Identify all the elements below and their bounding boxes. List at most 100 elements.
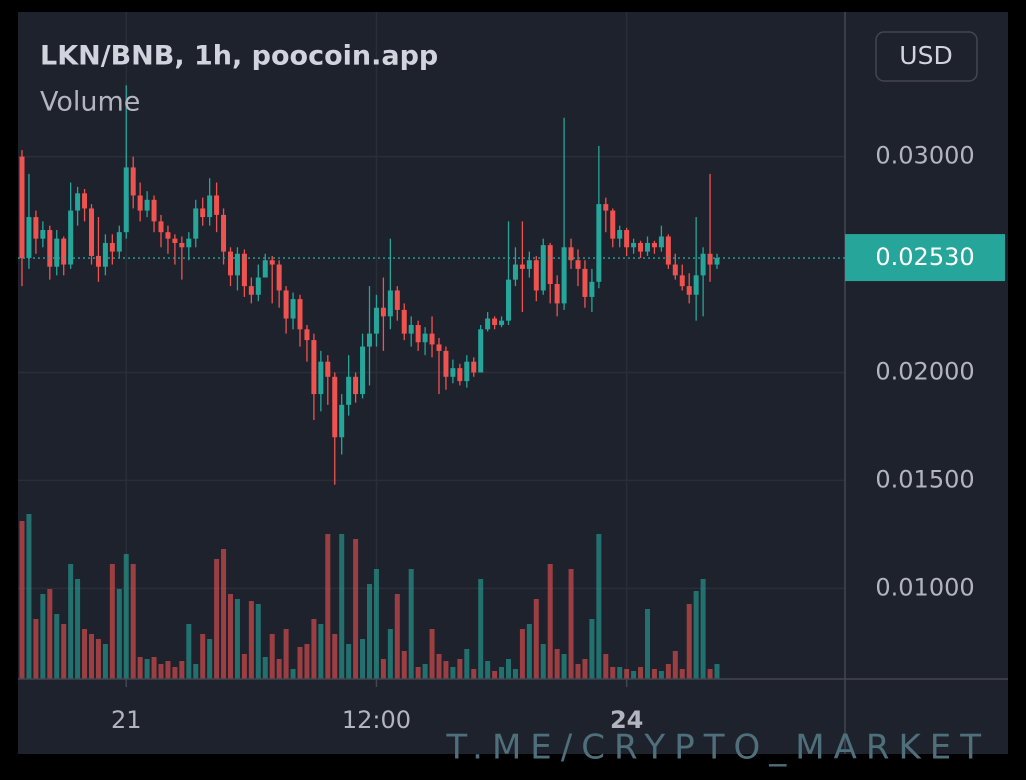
candle-body xyxy=(137,195,143,211)
candle-body xyxy=(617,230,623,239)
candle-body xyxy=(631,242,637,248)
volume-bar xyxy=(19,521,25,679)
candle-body xyxy=(540,245,546,291)
currency-button[interactable] xyxy=(875,31,978,82)
candle-body xyxy=(651,242,657,248)
volume-bar xyxy=(248,601,254,679)
candle-body xyxy=(234,253,240,276)
volume-bar xyxy=(422,664,428,679)
volume-bar xyxy=(387,629,393,679)
candle-body xyxy=(130,167,136,196)
last-price-box xyxy=(845,234,1005,282)
volume-bar xyxy=(693,591,699,679)
volume-bar xyxy=(380,659,386,679)
candle-body xyxy=(512,264,518,280)
volume-bar xyxy=(415,667,421,679)
candle-body xyxy=(172,238,178,243)
volume-bar xyxy=(707,669,713,679)
volume-bar xyxy=(596,534,602,679)
volume-bar xyxy=(75,579,81,679)
volume-bar xyxy=(165,661,171,679)
volume-bar xyxy=(61,624,67,679)
volume-bar xyxy=(269,634,275,679)
candle-body xyxy=(450,368,456,377)
candle-body xyxy=(221,214,227,252)
candle-body xyxy=(672,264,678,276)
volume-bar xyxy=(651,669,657,679)
volume-bar xyxy=(214,559,220,679)
candle-body xyxy=(158,221,164,233)
candle-body xyxy=(478,329,484,373)
candle-body xyxy=(54,238,60,267)
volume-bar xyxy=(575,664,581,679)
candle-body xyxy=(311,340,317,395)
candle-body xyxy=(394,290,400,310)
volume-bar xyxy=(568,569,574,679)
candle-body xyxy=(40,230,46,239)
candle-body xyxy=(290,299,296,319)
candle-body xyxy=(68,210,74,265)
currency-label[interactable]: USD xyxy=(899,41,952,70)
candle-body xyxy=(665,236,671,265)
candle-body xyxy=(318,361,324,395)
volume-bar xyxy=(686,604,692,679)
volume-bar xyxy=(492,671,498,679)
volume-bar xyxy=(40,594,46,679)
volume-bar xyxy=(700,579,706,679)
volume-bar xyxy=(130,564,136,679)
x-tick-label: 24 xyxy=(610,706,643,734)
volume-bar xyxy=(283,629,289,679)
candle-body xyxy=(339,404,345,438)
volume-bar xyxy=(658,671,664,679)
x-tick-label: 12:00 xyxy=(342,706,411,734)
volume-bar xyxy=(47,589,53,679)
candle-body xyxy=(151,199,157,222)
candle-body xyxy=(61,238,67,265)
volume-bar xyxy=(624,669,630,679)
volume-bar xyxy=(297,647,303,679)
volume-bar xyxy=(373,569,379,679)
volume-bar xyxy=(561,654,567,679)
candle-body xyxy=(19,156,25,259)
y-tick-label: 0.01000 xyxy=(875,573,974,601)
candle-body xyxy=(255,277,261,295)
candle-body xyxy=(144,199,150,211)
volume-bar xyxy=(193,664,199,679)
volume-bar xyxy=(353,539,359,679)
volume-bar xyxy=(144,659,150,679)
volume-bar xyxy=(318,624,324,679)
candle-body xyxy=(658,236,664,248)
candle-body xyxy=(499,320,505,325)
volume-bar xyxy=(221,549,227,679)
candle-body xyxy=(547,245,553,284)
candle-body xyxy=(415,324,421,343)
candle-body xyxy=(186,238,192,248)
candle-body xyxy=(610,210,616,239)
candle-body xyxy=(457,368,463,382)
candle-body xyxy=(638,242,644,252)
volume-label: Volume xyxy=(40,87,140,118)
volume-bar xyxy=(290,669,296,679)
volume-bar xyxy=(436,654,442,679)
candle-body xyxy=(102,242,108,267)
candle-body xyxy=(645,242,650,252)
candle-body xyxy=(360,346,366,395)
candle-body xyxy=(429,333,435,345)
y-tick-label: 0.01500 xyxy=(875,465,974,493)
candle-body xyxy=(179,242,185,248)
candle-body xyxy=(401,309,407,334)
volume-bar xyxy=(26,514,32,679)
candle-body xyxy=(346,376,352,405)
volume-bar xyxy=(228,594,233,679)
volume-bar xyxy=(234,599,240,679)
candle-body xyxy=(603,204,609,211)
candle-body xyxy=(387,290,393,317)
candle-body xyxy=(554,283,560,304)
volume-bar xyxy=(554,649,560,679)
volume-bar xyxy=(346,644,352,679)
volume-bar xyxy=(457,659,463,679)
y-tick-label: 0.03000 xyxy=(875,142,974,170)
candle-body xyxy=(526,260,532,269)
volume-bar xyxy=(610,667,616,679)
volume-bar xyxy=(394,594,400,679)
